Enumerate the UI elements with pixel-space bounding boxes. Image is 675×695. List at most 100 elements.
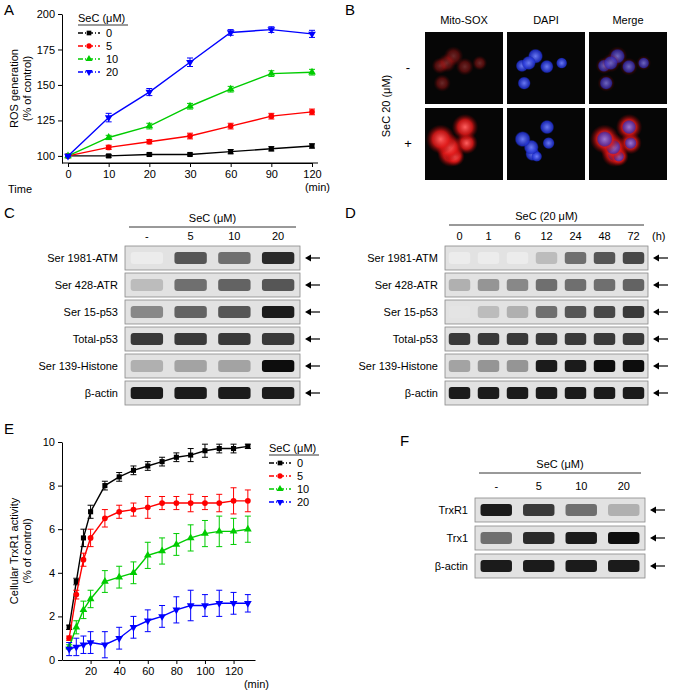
tick-label: 30 xyxy=(184,168,196,180)
blot-row: Ser 428-ATR xyxy=(55,273,320,297)
plot-area xyxy=(64,27,316,161)
tick-mark xyxy=(119,660,120,664)
axis-line xyxy=(62,15,63,164)
band xyxy=(449,252,470,264)
image-background xyxy=(425,32,503,104)
x-axis-unit: (min) xyxy=(305,181,330,193)
band xyxy=(131,279,163,291)
series xyxy=(65,590,251,658)
error-bar xyxy=(159,457,165,466)
error-bar xyxy=(188,590,194,621)
marker xyxy=(144,619,152,626)
error-bar xyxy=(202,520,208,546)
panel-label: C xyxy=(4,204,15,221)
tick-mark xyxy=(68,163,69,167)
marker xyxy=(159,500,165,506)
marker xyxy=(105,133,113,140)
tick-label: 100 xyxy=(196,665,214,677)
lane-label: 20 xyxy=(618,480,630,492)
blot-row: TrxR1 xyxy=(438,498,665,522)
error-bar xyxy=(228,123,234,129)
band xyxy=(218,252,250,264)
tick-label: 90 xyxy=(266,168,278,180)
band xyxy=(536,360,557,372)
cell-stain xyxy=(616,114,642,140)
cell-stain xyxy=(590,124,619,153)
marker xyxy=(158,547,166,554)
tick: 20 xyxy=(85,660,97,677)
lane-label: 6 xyxy=(514,230,520,242)
blot-header: SeC (20 μM) xyxy=(515,210,578,222)
marker xyxy=(269,146,274,151)
tick-mark xyxy=(58,660,62,661)
marker xyxy=(230,601,238,608)
blot-row: Total-p53 xyxy=(393,327,668,351)
error-bar xyxy=(216,516,222,547)
marker xyxy=(201,603,209,610)
marker xyxy=(144,551,152,558)
marker xyxy=(131,468,136,473)
blot-strip xyxy=(445,327,648,351)
arrow-head xyxy=(305,255,311,262)
band xyxy=(481,504,512,516)
blot-strip xyxy=(445,300,648,324)
blot-strip xyxy=(125,327,300,351)
marker xyxy=(117,474,122,479)
marker xyxy=(88,535,94,541)
error-bar xyxy=(159,538,165,564)
y-axis-title: (% of control) xyxy=(21,518,33,583)
cell-stain xyxy=(472,56,487,71)
marker xyxy=(102,515,108,521)
plot-area xyxy=(65,444,251,658)
tick: 4 xyxy=(49,567,62,579)
marker xyxy=(105,115,113,122)
line-chart: E024681020406080100120Cellular TrxR1 act… xyxy=(4,420,319,690)
marker xyxy=(145,122,153,129)
lane-label: - xyxy=(145,230,149,242)
error-bar xyxy=(145,610,151,632)
tick-label: 200 xyxy=(37,8,55,20)
arrow-head xyxy=(305,282,311,289)
row-label: Total-p53 xyxy=(73,333,118,345)
tick: 40 xyxy=(114,660,126,677)
cell-nucleus xyxy=(638,57,650,69)
blot-row: Ser 1981-ATM xyxy=(367,246,668,270)
tick-mark xyxy=(234,660,235,664)
error-bar xyxy=(188,494,194,511)
tick-mark xyxy=(58,529,62,530)
error-bar xyxy=(245,595,251,612)
band xyxy=(565,333,586,345)
arrow-head xyxy=(305,363,311,370)
marker xyxy=(187,133,193,139)
cell-nucleus xyxy=(514,131,530,147)
cell-nucleus xyxy=(542,137,554,149)
legend-marker xyxy=(277,473,282,478)
tick-label: 4 xyxy=(49,567,55,579)
series xyxy=(65,143,315,158)
y-axis-title: (% of control) xyxy=(21,56,33,121)
band xyxy=(594,387,615,399)
error-bar xyxy=(106,113,112,122)
band xyxy=(131,306,163,318)
band xyxy=(131,333,163,345)
arrow-head xyxy=(650,535,656,542)
arrow-head xyxy=(653,255,659,262)
legend-label: 10 xyxy=(297,483,309,495)
marker xyxy=(80,605,88,612)
tick-label: 10 xyxy=(103,168,115,180)
error-bar xyxy=(116,505,122,518)
marker xyxy=(245,444,250,449)
marker xyxy=(245,498,251,504)
error-bar xyxy=(130,503,136,516)
x-axis: 01020306090120 xyxy=(65,163,321,180)
legend-label: 10 xyxy=(106,53,118,65)
microscopy-panel: BMito-SOXDAPIMergeSeC 20 (μM)-+ xyxy=(345,1,667,180)
error-bar xyxy=(231,488,237,514)
band xyxy=(218,360,250,372)
marker xyxy=(145,505,151,511)
error-bar xyxy=(80,529,86,546)
error-bar xyxy=(268,147,274,151)
band xyxy=(608,504,639,516)
band xyxy=(507,279,528,291)
tick-mark xyxy=(176,660,177,664)
